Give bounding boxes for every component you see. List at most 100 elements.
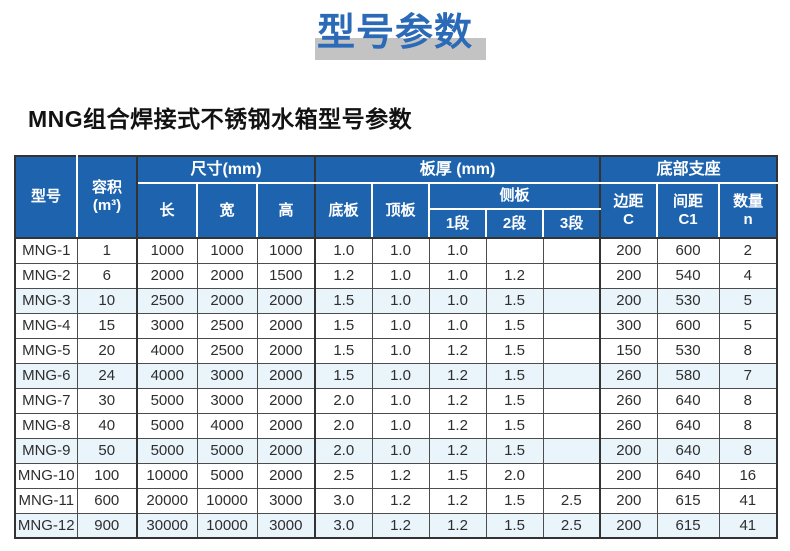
- table-cell: [485, 237, 544, 264]
- table-cell: 20: [76, 337, 138, 364]
- title-shadow-band: [314, 37, 486, 60]
- table-cell: [542, 237, 601, 264]
- table-cell: 1000: [136, 237, 198, 264]
- table-cell: 540: [656, 262, 720, 289]
- page-title: 型号参数: [316, 12, 473, 54]
- table-cell: 4000: [196, 412, 258, 439]
- table-row: MNG-4 15 3000 2500 2000 1.5 1.0 1.0 1.5 300 600 5: [14, 312, 778, 339]
- table-cell: 8: [718, 387, 778, 414]
- table-cell: 580: [656, 362, 720, 389]
- table-cell: [542, 387, 601, 414]
- table-cell: [542, 462, 601, 489]
- table-cell: 10000: [196, 487, 258, 514]
- table-cell: 3.0: [314, 512, 373, 539]
- table-row: MNG-3 10 2500 2000 2000 1.5 1.0 1.0 1.5 200 530 5: [14, 287, 778, 314]
- table-cell: 2000: [256, 462, 316, 489]
- table-cell: MNG-3: [14, 287, 78, 314]
- table-cell: MNG-5: [14, 337, 78, 364]
- header-spacing: 间距 C1: [657, 183, 721, 239]
- table-cell: 24: [76, 362, 138, 389]
- table-row: MNG-11 600 20000 10000 3000 3.0 1.2 1.2 1.5 2.5 20…: [14, 487, 778, 514]
- table-cell: 1.0: [428, 287, 487, 314]
- table-cell: 8: [718, 412, 778, 439]
- table-cell: 640: [656, 387, 720, 414]
- table-cell: 1.0: [371, 312, 430, 339]
- table-cell: 640: [656, 437, 720, 464]
- table-cell: 2500: [196, 312, 258, 339]
- table-cell: 15: [76, 312, 138, 339]
- table-cell: 4000: [136, 337, 198, 364]
- table-cell: [542, 287, 601, 314]
- table-cell: 30000: [136, 512, 198, 539]
- table-cell: 300: [599, 312, 658, 339]
- table-subtitle: MNG组合焊接式不锈钢水箱型号参数: [28, 106, 413, 132]
- table-cell: 1.5: [485, 512, 544, 539]
- table-cell: 1.0: [371, 262, 430, 289]
- table-cell: 1.5: [485, 362, 544, 389]
- table-cell: 640: [656, 412, 720, 439]
- table-cell: MNG-1: [14, 237, 78, 264]
- table-cell: 1.2: [371, 462, 430, 489]
- table-cell: 200: [599, 462, 658, 489]
- table-cell: 1.0: [371, 287, 430, 314]
- table-cell: 41: [718, 512, 778, 539]
- table-cell: 1.0: [371, 362, 430, 389]
- table-cell: 2000: [256, 387, 316, 414]
- header-height: 高: [257, 183, 316, 239]
- table-cell: 900: [76, 512, 138, 539]
- table-cell: 4000: [136, 362, 198, 389]
- table-cell: 1.5: [485, 287, 544, 314]
- table-cell: 10000: [196, 512, 258, 539]
- table-cell: 600: [656, 312, 720, 339]
- table-cell: 6: [76, 262, 138, 289]
- table-cell: 150: [599, 337, 658, 364]
- table-cell: 2000: [196, 262, 258, 289]
- table-cell: 200: [599, 287, 658, 314]
- table-cell: 1000: [196, 237, 258, 264]
- table-cell: MNG-6: [14, 362, 78, 389]
- table-cell: 1.2: [428, 387, 487, 414]
- header-thickness-group: 板厚 (mm): [315, 156, 602, 184]
- table-cell: 1.2: [428, 437, 487, 464]
- table-cell: 1.0: [428, 312, 487, 339]
- header-model: 型号: [15, 156, 78, 239]
- table-cell: MNG-11: [14, 487, 78, 514]
- table-cell: 1.2: [371, 487, 430, 514]
- table-cell: 8: [718, 337, 778, 364]
- table-cell: 2.0: [314, 387, 373, 414]
- table-cell: 1.2: [485, 262, 544, 289]
- header-support-group: 底部支座: [600, 156, 778, 184]
- table-cell: 640: [656, 462, 720, 489]
- table-cell: 1.0: [371, 387, 430, 414]
- table-cell: 20000: [136, 487, 198, 514]
- table-cell: 2000: [256, 412, 316, 439]
- header-width: 宽: [197, 183, 258, 239]
- table-cell: 1.5: [485, 487, 544, 514]
- table-cell: 1.5: [485, 337, 544, 364]
- page-title-wrap: 型号参数: [314, 12, 486, 60]
- table-cell: 8: [718, 437, 778, 464]
- table-cell: 1.2: [428, 362, 487, 389]
- table-cell: 2.5: [542, 512, 601, 539]
- table-cell: 1.0: [314, 237, 373, 264]
- table-cell: 10000: [136, 462, 198, 489]
- table-row: MNG-7 30 5000 3000 2000 2.0 1.0 1.2 1.5 260 640 8: [14, 387, 778, 414]
- table-cell: 3000: [136, 312, 198, 339]
- table-cell: 1.2: [314, 262, 373, 289]
- table-cell: 1.0: [371, 237, 430, 264]
- table-cell: 200: [599, 237, 658, 264]
- table-cell: 10: [76, 287, 138, 314]
- table-cell: 5000: [136, 412, 198, 439]
- table-cell: MNG-12: [14, 512, 78, 539]
- table-cell: [542, 312, 601, 339]
- table-cell: 1.5: [485, 312, 544, 339]
- table-cell: 40: [76, 412, 138, 439]
- table-cell: 2500: [196, 337, 258, 364]
- table-cell: 5000: [136, 387, 198, 414]
- table-cell: 4: [718, 262, 778, 289]
- header-size-group: 尺寸(mm): [137, 156, 316, 184]
- table-cell: 100: [76, 462, 138, 489]
- header-side-plate-group: 侧板: [429, 183, 602, 210]
- table-row: MNG-5 20 4000 2500 2000 1.5 1.0 1.2 1.5 150 530 8: [14, 337, 778, 364]
- table-cell: 200: [599, 437, 658, 464]
